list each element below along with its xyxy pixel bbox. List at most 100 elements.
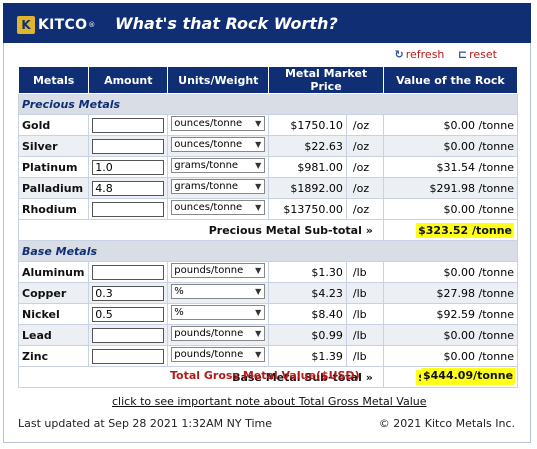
kitco-logo-text: KITCO [38, 17, 88, 33]
table-row: Nickel%▼$8.40/lb$92.59 /tonne [17, 303, 519, 325]
subtotal-label: Precious Metal Sub-total » [18, 219, 384, 241]
header-bar: K KITCO ® What's that Rock Worth? [3, 3, 531, 43]
total-value: $444.09/tonne [421, 368, 516, 383]
unit-select[interactable]: pounds/tonne ▼ [171, 263, 266, 278]
metal-name: Rhodium [17, 198, 90, 220]
table-row: Aluminum pounds/tonne ▼ $1.30/lb $0.00 /tonn… [17, 261, 519, 283]
table-header-row: Metals Amount Units/Weight Metal Market … [17, 66, 519, 94]
market-price: $1.39 [268, 345, 347, 367]
amount-cell [88, 261, 169, 283]
subtotal-value-text: $323.52 /tonne [416, 222, 514, 238]
amount-input[interactable] [92, 159, 165, 175]
table-row: Rhodium ounces/tonne ▼ $13750.00/oz $0.00 /t… [17, 198, 519, 220]
last-updated: Last updated at Sep 28 2021 1:32AM NY Ti… [18, 417, 272, 430]
section-title: Precious Metals [18, 93, 518, 115]
action-links: ↻ refresh ⊏ reset [385, 48, 497, 61]
amount-input[interactable] [92, 306, 165, 322]
unit-cell: grams/tonne ▼ [167, 156, 270, 178]
table-row: Silver ounces/tonne ▼ $22.63/oz $0.00 /tonne [17, 135, 519, 157]
unit-select[interactable]: pounds/tonne ▼ [171, 326, 266, 341]
amount-input[interactable] [92, 138, 165, 154]
refresh-link[interactable]: ↻ refresh [395, 48, 445, 61]
reset-link[interactable]: ⊏ reset [458, 48, 497, 61]
amount-cell [88, 345, 169, 367]
reset-label: reset [469, 48, 497, 61]
unit-cell: ounces/tonne ▼ [167, 114, 270, 136]
table-row: Platinum grams/tonne ▼ $981.00/oz$31.54 /to… [17, 156, 519, 178]
chevron-down-icon: ▼ [255, 140, 262, 149]
table-row: Copper%▼$4.23/lb$27.98 /tonne [17, 282, 519, 304]
kitco-logo-icon: K [17, 16, 35, 34]
price-unit: /lb [345, 303, 384, 325]
refresh-icon: ↻ [394, 48, 404, 61]
price-unit: /oz [345, 135, 384, 157]
metal-name: Lead [17, 324, 90, 346]
unit-cell: % ▼ [167, 282, 270, 304]
metal-name: Platinum [17, 156, 90, 178]
unit-select[interactable]: ounces/tonne ▼ [171, 116, 266, 131]
market-price: $4.23 [268, 282, 347, 304]
amount-input[interactable] [92, 327, 165, 343]
amount-cell [88, 135, 169, 157]
chevron-down-icon: ▼ [255, 287, 262, 296]
rock-value: $291.98 /tonne [382, 177, 519, 199]
col-units: Units/Weight [167, 66, 270, 94]
amount-input[interactable] [92, 201, 165, 217]
amount-input[interactable] [92, 180, 165, 196]
amount-cell [88, 324, 169, 346]
col-amount: Amount [88, 66, 169, 94]
amount-input[interactable] [92, 348, 165, 364]
rock-value: $0.00 /tonne [382, 135, 519, 157]
rock-value: $27.98 /tonne [382, 282, 519, 304]
metal-name: Palladium [17, 177, 90, 199]
market-price: $13750.00 [268, 198, 347, 220]
subtotal-label: Base Metal Sub-total » [18, 366, 384, 388]
copyright: © 2021 Kitco Metals Inc. [378, 417, 515, 430]
unit-cell: pounds/tonne ▼ [167, 261, 270, 283]
unit-cell: ounces/tonne ▼ [167, 135, 270, 157]
unit-select[interactable]: % ▼ [171, 305, 266, 320]
chevron-down-icon: ▼ [255, 350, 262, 359]
unit-select[interactable]: ounces/tonne ▼ [171, 200, 266, 215]
rock-value: $0.00 /tonne [382, 114, 519, 136]
unit-select[interactable]: pounds/tonne ▼ [171, 347, 266, 362]
rock-value: $0.00 /tonne [382, 261, 519, 283]
unit-select[interactable]: ounces/tonne ▼ [171, 137, 266, 152]
kitco-logo[interactable]: K KITCO ® [17, 15, 95, 35]
important-note-link[interactable]: click to see important note about Total … [112, 395, 427, 408]
amount-input[interactable] [92, 264, 165, 280]
unit-select[interactable]: grams/tonne ▼ [171, 158, 266, 173]
reset-icon: ⊏ [457, 48, 468, 61]
rock-value: $31.54 /tonne [382, 156, 519, 178]
price-unit: /lb [345, 345, 384, 367]
amount-cell [88, 177, 169, 199]
unit-cell: % ▼ [167, 303, 270, 325]
unit-selected: grams/tonne [174, 181, 239, 192]
registered-mark: ® [88, 21, 96, 29]
unit-select[interactable]: grams/tonne ▼ [171, 179, 266, 194]
price-unit: /oz [345, 198, 384, 220]
col-price: Metal Market Price [268, 66, 384, 94]
metal-name: Nickel [17, 303, 90, 325]
chevron-down-icon: ▼ [255, 308, 262, 317]
market-price: $1750.10 [268, 114, 347, 136]
metal-name: Silver [17, 135, 90, 157]
price-unit: /oz [345, 156, 384, 178]
table-row: Palladium grams/tonne ▼ $1892.00/oz$291.98 … [17, 177, 519, 199]
unit-cell: grams/tonne ▼ [167, 177, 270, 199]
unit-select[interactable]: % ▼ [171, 284, 266, 299]
amount-input[interactable] [92, 285, 165, 301]
table-row: Lead pounds/tonne ▼ $0.99/lb $0.00 /tonne [17, 324, 519, 346]
unit-selected: pounds/tonne [174, 349, 244, 360]
table-row: Gold ounces/tonne ▼ $1750.10/oz $0.00 /tonne [17, 114, 519, 136]
market-price: $1892.00 [268, 177, 347, 199]
price-unit: /lb [345, 282, 384, 304]
rock-value: $92.59 /tonne [382, 303, 519, 325]
amount-input[interactable] [92, 117, 165, 133]
table-row: Zinc pounds/tonne ▼ $1.39/lb $0.00 /tonne [17, 345, 519, 367]
rock-value: $0.00 /tonne [382, 345, 519, 367]
price-unit: /lb [345, 261, 384, 283]
market-price: $22.63 [268, 135, 347, 157]
rock-value: $0.00 /tonne [382, 324, 519, 346]
metal-name: Zinc [17, 345, 90, 367]
